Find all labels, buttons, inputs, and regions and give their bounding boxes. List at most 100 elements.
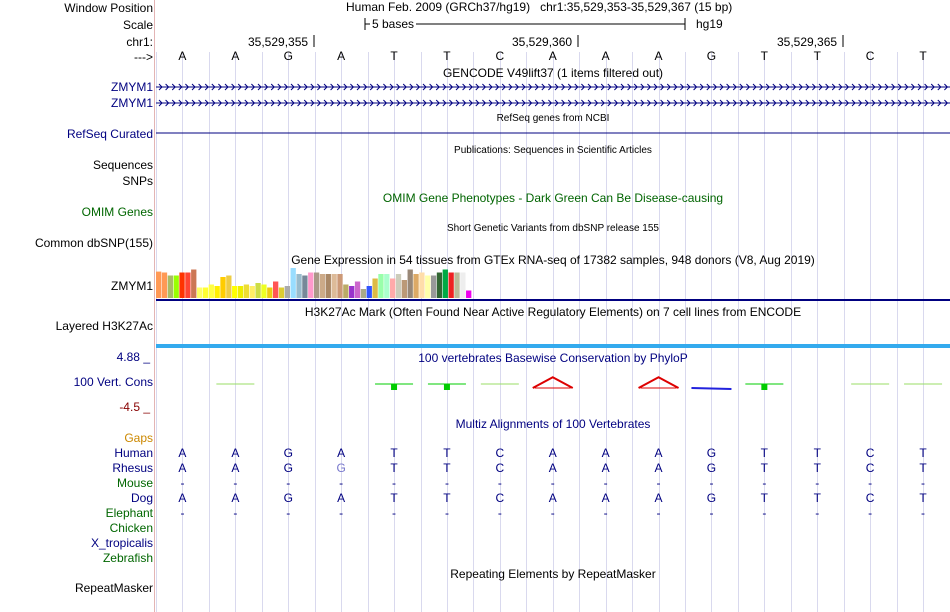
- gtex-tissue-bar[interactable]: [378, 274, 384, 298]
- gtex-tissue-bar[interactable]: [313, 272, 320, 299]
- gtex-tissue-bar[interactable]: [296, 274, 302, 298]
- h3k27ac-label[interactable]: Layered H3K27Ac: [55, 319, 153, 333]
- gtex-tissue-bar[interactable]: [214, 286, 220, 298]
- multiz-gaps-label[interactable]: Gaps: [124, 431, 153, 445]
- ref-base: A: [654, 49, 663, 63]
- gtex-tissue-bar[interactable]: [413, 274, 419, 298]
- multiz-base: A: [231, 446, 240, 460]
- gtex-tissue-bar[interactable]: [226, 275, 232, 299]
- phylop-chart[interactable]: [156, 355, 950, 415]
- gtex-tissue-bar[interactable]: [337, 274, 343, 298]
- gtex-tissue-bar[interactable]: [366, 286, 372, 298]
- gtex-tissue-bar[interactable]: [249, 286, 255, 298]
- refseq-title[interactable]: RefSeq genes from NCBI: [496, 113, 610, 124]
- multiz-species-label[interactable]: Zebrafish: [102, 551, 153, 565]
- phylop-title[interactable]: 100 vertebrates Basewise Conservation by…: [418, 351, 688, 365]
- gtex-tissue-bar[interactable]: [179, 272, 185, 299]
- gtex-tissue-bar[interactable]: [308, 272, 314, 299]
- multiz-species-label[interactable]: Chicken: [109, 521, 153, 535]
- gtex-tissue-bar[interactable]: [425, 275, 431, 299]
- sequences-label[interactable]: Sequences: [92, 158, 153, 172]
- multiz-species-label[interactable]: Elephant: [105, 506, 153, 520]
- gtex-tissue-bar[interactable]: [267, 287, 273, 299]
- gtex-tissue-bar[interactable]: [243, 284, 250, 299]
- gtex-tissue-bar[interactable]: [325, 274, 331, 298]
- strand-chevron: [383, 99, 388, 107]
- multiz-species-label[interactable]: X_tropicalis: [90, 536, 153, 550]
- gtex-tissue-bar[interactable]: [419, 272, 425, 299]
- multiz-species-label[interactable]: Dog: [130, 491, 153, 505]
- gtex-tissue-bar[interactable]: [343, 284, 349, 299]
- gtex-tissue-bar[interactable]: [395, 274, 402, 298]
- gtex-tissue-bar[interactable]: [191, 269, 197, 299]
- gtex-tissue-bar[interactable]: [237, 286, 244, 298]
- gtex-tissue-bar[interactable]: [407, 269, 413, 299]
- gtex-tissue-bar[interactable]: [156, 271, 162, 298]
- gtex-tissue-bar[interactable]: [302, 275, 308, 299]
- gtex-tissue-bar[interactable]: [208, 284, 214, 299]
- gtex-tissue-bar[interactable]: [167, 275, 173, 299]
- strand-chevron: [607, 83, 612, 91]
- h3k27ac-signal[interactable]: [156, 344, 950, 348]
- position-text[interactable]: chr1:35,529,353-35,529,367 (15 bp): [540, 0, 733, 14]
- multiz-title[interactable]: Multiz Alignments of 100 Vertebrates: [455, 417, 651, 431]
- dbsnp-label[interactable]: Common dbSNP(155): [34, 236, 153, 250]
- gtex-tissue-bar[interactable]: [460, 272, 466, 299]
- strand-chevron: [574, 83, 579, 91]
- gencode-label-2[interactable]: ZMYM1: [111, 96, 153, 110]
- gtex-tissue-bar[interactable]: [390, 278, 396, 299]
- gtex-tissue-bar[interactable]: [290, 268, 296, 298]
- gtex-tissue-bar[interactable]: [261, 284, 267, 299]
- gtex-tissue-bar[interactable]: [436, 272, 443, 299]
- gtex-tissue-bar[interactable]: [372, 278, 378, 299]
- publications-title[interactable]: Publications: Sequences in Scientific Ar…: [454, 145, 652, 156]
- gtex-tissue-bar[interactable]: [202, 287, 209, 299]
- gtex-tissue-bar[interactable]: [454, 272, 460, 299]
- strand-chevron: [191, 83, 196, 91]
- gtex-tissue-bar[interactable]: [196, 287, 203, 299]
- gtex-tissue-bar[interactable]: [354, 281, 361, 299]
- gtex-tissue-bar[interactable]: [220, 277, 226, 298]
- snps-label[interactable]: SNPs: [122, 174, 153, 188]
- gencode-label-1[interactable]: ZMYM1: [111, 80, 153, 94]
- gtex-tissue-bar[interactable]: [466, 290, 472, 299]
- gtex-tissue-bar[interactable]: [185, 272, 191, 299]
- strand-chevron: [178, 83, 183, 91]
- gtex-tissue-bar[interactable]: [448, 272, 454, 299]
- gtex-tissue-bar[interactable]: [384, 274, 390, 298]
- gencode-title[interactable]: GENCODE V49lift37 (1 items filtered out): [442, 66, 664, 80]
- gtex-tissue-bar[interactable]: [442, 269, 448, 299]
- gtex-expression-chart[interactable]: [156, 268, 950, 300]
- multiz-species-label[interactable]: Human: [114, 446, 153, 460]
- gtex-tissue-bar[interactable]: [331, 274, 337, 298]
- gtex-title[interactable]: Gene Expression in 54 tissues from GTEx …: [291, 253, 815, 267]
- gtex-tissue-bar[interactable]: [360, 289, 367, 298]
- gtex-tissue-bar[interactable]: [255, 283, 261, 298]
- gencode-transcripts[interactable]: [156, 80, 950, 110]
- gtex-tissue-bar[interactable]: [173, 275, 179, 299]
- multiz-base: -: [815, 506, 820, 520]
- gtex-tissue-bar[interactable]: [349, 286, 355, 298]
- gtex-tissue-bar[interactable]: [284, 286, 290, 298]
- strand-chevron: [330, 99, 335, 107]
- repeatmasker-title[interactable]: Repeating Elements by RepeatMasker: [450, 567, 656, 581]
- gtex-label[interactable]: ZMYM1: [111, 279, 153, 293]
- multiz-species-label[interactable]: Rhesus: [112, 461, 153, 475]
- omim-label[interactable]: OMIM Genes: [81, 205, 153, 219]
- refseq-line[interactable]: [156, 131, 950, 135]
- multiz-base: A: [231, 491, 240, 505]
- refseq-label[interactable]: RefSeq Curated: [66, 127, 153, 141]
- dbsnp-title[interactable]: Short Genetic Variants from dbSNP releas…: [447, 223, 659, 234]
- gtex-tissue-bar[interactable]: [401, 280, 407, 298]
- phylop-label[interactable]: 100 Vert. Cons: [73, 375, 153, 389]
- gtex-tissue-bar[interactable]: [430, 275, 437, 299]
- gtex-tissue-bar[interactable]: [319, 274, 326, 298]
- gtex-tissue-bar[interactable]: [273, 281, 279, 299]
- gtex-tissue-bar[interactable]: [161, 272, 168, 299]
- gtex-tissue-bar[interactable]: [232, 286, 238, 298]
- repeatmasker-label[interactable]: RepeatMasker: [74, 581, 153, 595]
- gtex-tissue-bar[interactable]: [278, 287, 285, 299]
- h3k27ac-title[interactable]: H3K27Ac Mark (Often Found Near Active Re…: [304, 305, 802, 319]
- omim-title[interactable]: OMIM Gene Phenotypes - Dark Green Can Be…: [382, 191, 724, 205]
- multiz-species-label[interactable]: Mouse: [116, 476, 153, 490]
